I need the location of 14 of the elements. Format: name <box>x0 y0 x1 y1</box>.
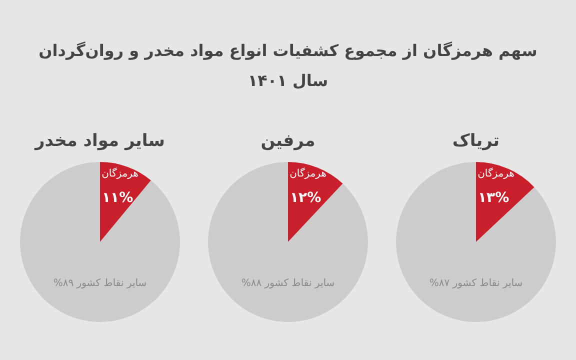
slice-label: سایر نقاط کشور ۸۷% <box>429 278 523 289</box>
chart-title: سایر مواد مخدر <box>34 131 166 151</box>
data-label: ۱۳% <box>478 190 510 206</box>
slice-label: هرمزگان <box>102 167 138 180</box>
slice-label: هرمزگان <box>478 167 514 180</box>
slice-label: سایر نقاط کشور ۸۸% <box>241 278 335 289</box>
chart-title: مرفین <box>260 131 316 151</box>
text: سال ۱۴۰۱ <box>248 71 328 90</box>
slice-label: هرمزگان <box>290 167 326 180</box>
data-label: ۱۱% <box>102 190 134 206</box>
data-label: ۱۲% <box>290 190 322 206</box>
chart-title: تریاک <box>452 131 500 151</box>
text: سهم هرمزگان از مجموع کشفیات انواع مواد مخدر و روان‌گردان <box>38 41 538 60</box>
slice-label: سایر نقاط کشور ۸۹% <box>53 278 147 289</box>
